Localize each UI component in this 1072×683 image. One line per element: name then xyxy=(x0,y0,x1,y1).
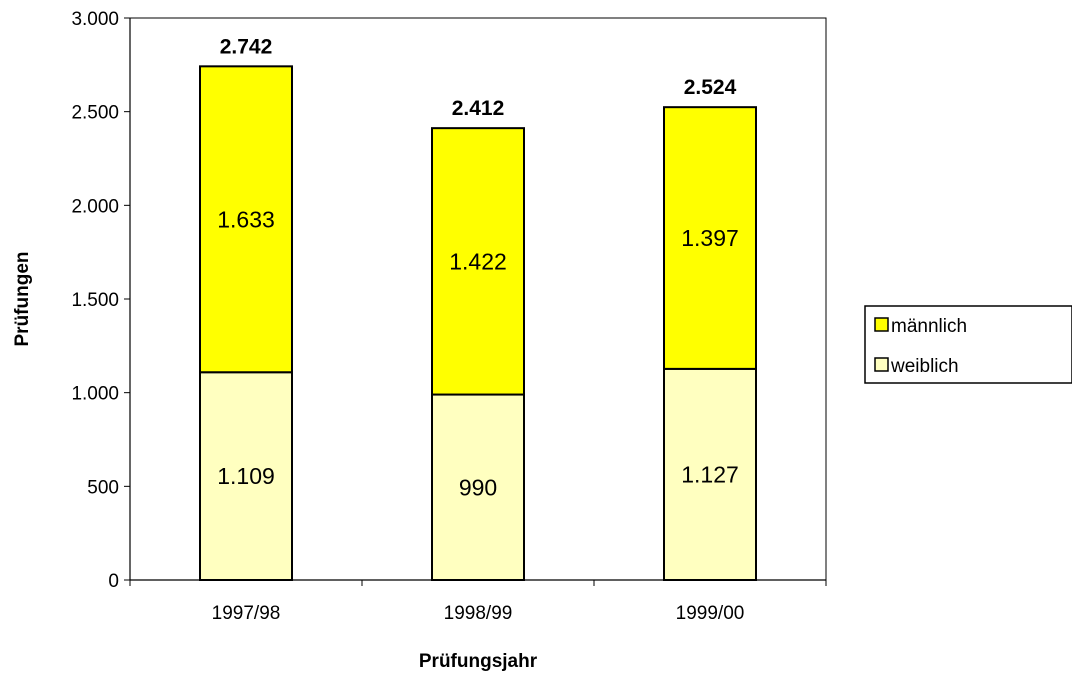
x-axis-title: Prüfungsjahr xyxy=(419,651,538,672)
x-tick-label-1997-98: 1997/98 xyxy=(212,603,281,624)
total-label-1999-00: 2.524 xyxy=(684,76,737,99)
y-tick-label-3000: 3.000 xyxy=(71,9,119,30)
legend-swatch-maennlich xyxy=(874,317,889,332)
legend: männlich weiblich xyxy=(864,305,1072,384)
y-tick-label-1500: 1.500 xyxy=(71,290,119,311)
data-label-männlich-1997-98: 1.633 xyxy=(217,206,275,232)
y-tick-label-2000: 2.000 xyxy=(71,196,119,217)
bar-männlich-1999-00 xyxy=(663,106,757,370)
data-label-weiblich-1999-00: 1.127 xyxy=(681,461,739,487)
x-tick-label-1999-00: 1999/00 xyxy=(676,603,745,624)
bar-weiblich-1997-98 xyxy=(199,371,293,582)
total-label-1997-98: 2.742 xyxy=(220,35,273,58)
legend-label-maennlich: männlich xyxy=(891,316,967,337)
legend-swatch-weiblich xyxy=(874,357,889,372)
data-label-männlich-1998-99: 1.422 xyxy=(449,248,507,274)
data-label-männlich-1999-00: 1.397 xyxy=(681,225,739,251)
y-tick-label-500: 500 xyxy=(87,477,119,498)
bar-männlich-1997-98 xyxy=(199,65,293,374)
legend-label-weiblich: weiblich xyxy=(890,356,959,377)
y-tick-label-0: 0 xyxy=(108,571,119,592)
data-label-weiblich-1997-98: 1.109 xyxy=(217,463,275,489)
y-tick-label-2500: 2.500 xyxy=(71,103,119,124)
legend-box xyxy=(864,305,1072,384)
total-label-1998-99: 2.412 xyxy=(452,97,505,120)
data-label-weiblich-1998-99: 990 xyxy=(459,474,497,500)
bar-männlich-1998-99 xyxy=(431,127,525,396)
x-tick-label-1998-99: 1998/99 xyxy=(444,603,513,624)
y-axis-title: Prüfungen xyxy=(12,252,33,347)
y-tick-label-1000: 1.000 xyxy=(71,384,119,405)
